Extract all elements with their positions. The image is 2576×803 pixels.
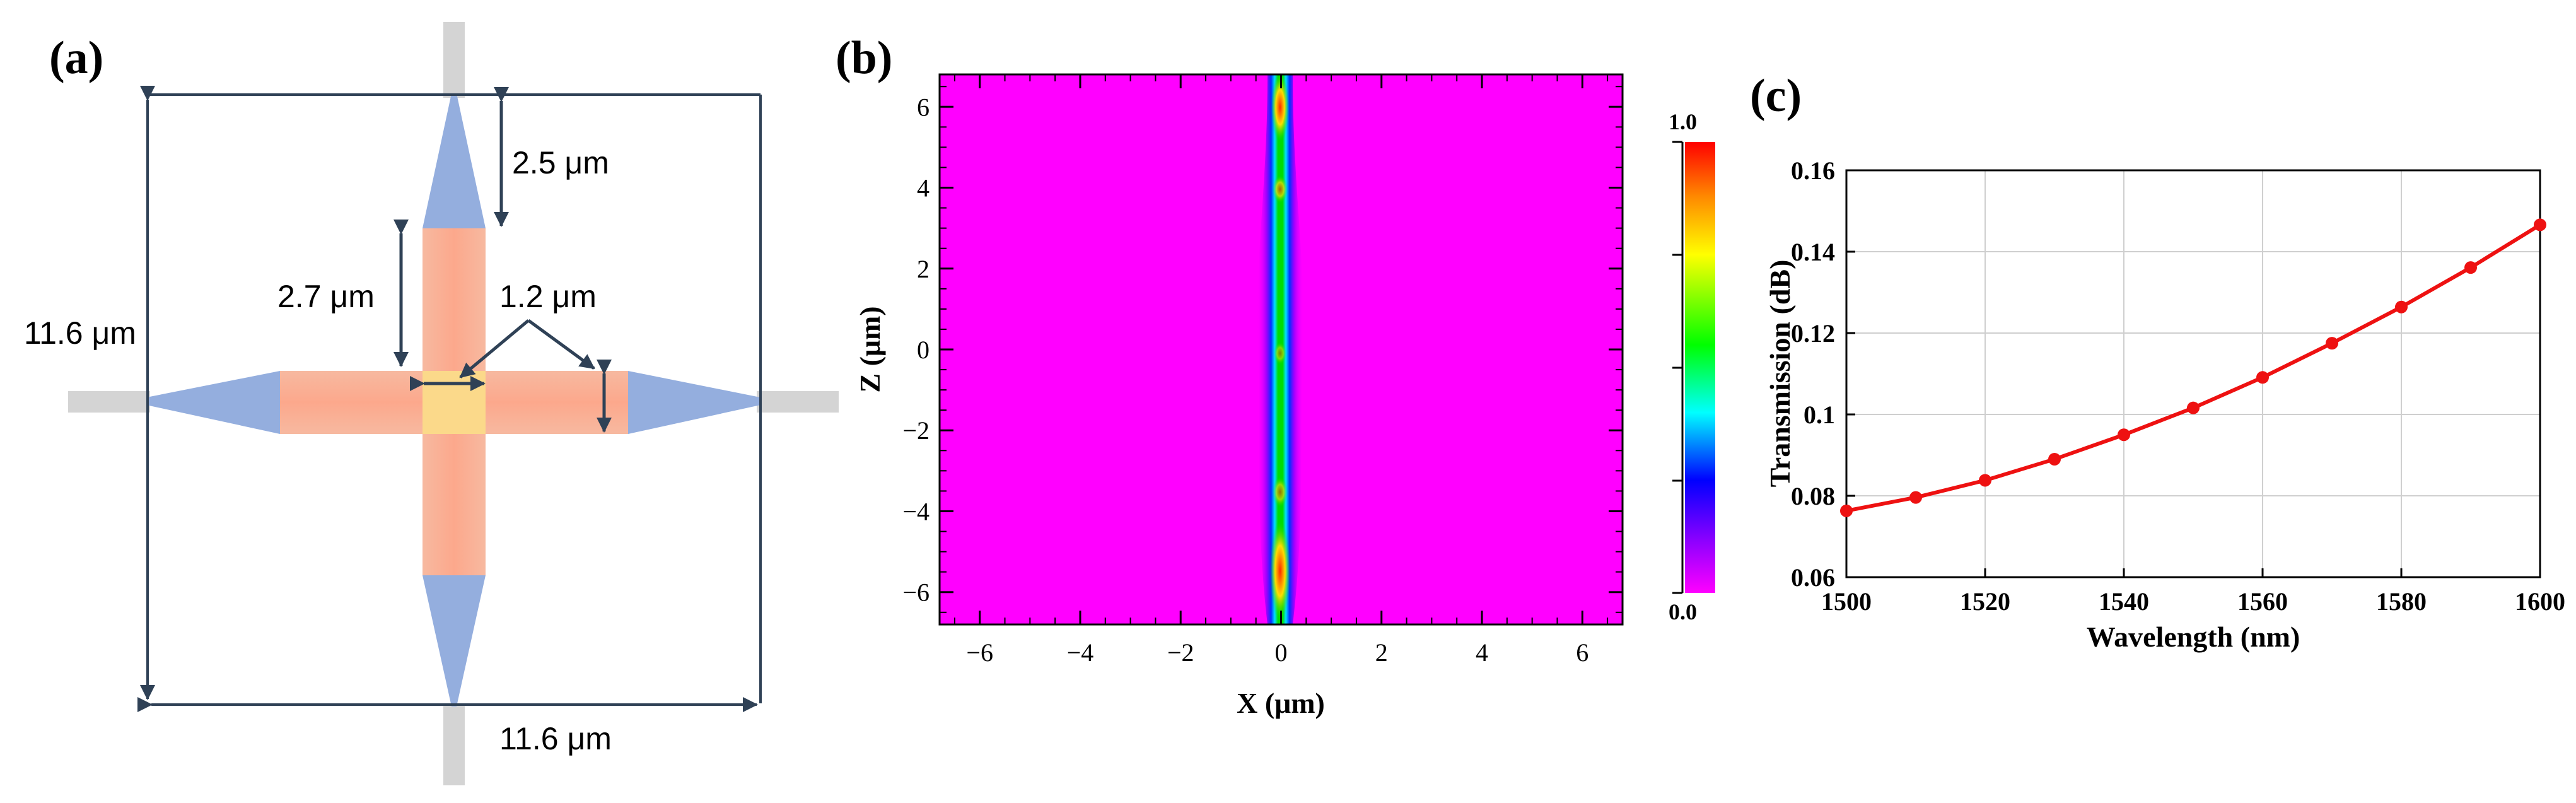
access-waveguide-left (68, 391, 150, 413)
y-tick-label: −6 (902, 578, 930, 607)
x-tick-label: −2 (1167, 638, 1194, 667)
data-point (1909, 491, 1922, 504)
x-tick-label: 2 (1375, 638, 1388, 667)
data-point (2048, 452, 2061, 466)
taper-top (423, 93, 486, 228)
x-axis-label: X (μm) (1237, 687, 1325, 719)
x-tick-label: −4 (1067, 638, 1094, 667)
access-waveguide-bottom (443, 703, 465, 785)
x-tick-label: 6 (1576, 638, 1588, 667)
x-tick-label: 1560 (2237, 587, 2288, 616)
y-tick-label: 0 (917, 336, 930, 364)
hotspot-mid-lower (1273, 477, 1288, 507)
outer-width-label: 11.6 μm (499, 721, 612, 756)
x-ticks: −6 −4 −2 0 2 4 6 (953, 74, 1609, 667)
data-point (1979, 474, 1991, 487)
series (1840, 218, 2546, 517)
panel-b-label: (b) (836, 32, 893, 84)
hotspot-mid (1274, 342, 1286, 365)
leader-line-left (459, 319, 530, 378)
taper-length-label: 2.5 μm (512, 145, 609, 180)
data-point (2256, 371, 2269, 384)
y-axis-label: Transmission (dB) (1764, 260, 1796, 488)
data-point (2534, 218, 2546, 232)
panel-a-label: (a) (49, 32, 104, 84)
data-point (1840, 504, 1853, 517)
hotspot-bottom (1270, 520, 1290, 621)
data-point (2326, 337, 2338, 350)
y-tick-label: 0.08 (1791, 482, 1835, 510)
y-tick-label: 6 (917, 93, 930, 121)
data-point (2395, 300, 2408, 314)
access-waveguide-right (757, 391, 839, 413)
x-tick-label: 0 (1275, 638, 1288, 667)
axis-ticks: 1500 1520 1540 1560 1580 1600 0.06 0.08 0.1 0.12 0… (1791, 156, 2565, 616)
data-point (2464, 261, 2477, 274)
y-tick-label: 0.12 (1791, 319, 1835, 348)
grid (1846, 170, 2541, 578)
leader-line-right (527, 319, 595, 370)
y-tick-label: 0.06 (1791, 563, 1835, 592)
y-tick-label: 0.16 (1791, 156, 1835, 185)
waveguide-width-label: 1.2 μm (499, 279, 597, 314)
y-tick-label: −2 (902, 416, 930, 445)
arm-length-label: 2.7 μm (277, 279, 375, 314)
x-tick-label: 4 (1476, 638, 1488, 667)
y-tick-label: 4 (917, 174, 930, 202)
data-point (2118, 428, 2130, 442)
y-tick-label: 2 (917, 255, 930, 283)
x-tick-label: −6 (966, 638, 993, 667)
y-tick-label: 0.14 (1791, 238, 1835, 266)
y-tick-label: −4 (902, 497, 930, 525)
taper-bottom (423, 575, 486, 706)
access-waveguide-top (443, 22, 465, 98)
x-tick-label: 1600 (2515, 587, 2565, 616)
colorbar-max-label: 1.0 (1669, 109, 1697, 134)
x-tick-label: 1580 (2376, 587, 2427, 616)
y-tick-label: 0.1 (1804, 401, 1835, 429)
y-axis-label: Z (μm) (854, 306, 886, 392)
crossing-schematic: 11.6 μm 11.6 μm 2.5 μm 2.7 μm 1.2 μm (24, 22, 839, 785)
colorbar-min-label: 0.0 (1669, 599, 1697, 624)
line-plot-frame (1845, 169, 2541, 578)
x-tick-label: 1520 (1960, 587, 2010, 616)
taper-left (146, 371, 280, 434)
outer-height-label: 11.6 μm (24, 315, 136, 351)
x-tick-label: 1500 (1821, 587, 1872, 616)
taper-right (628, 371, 761, 434)
hotspot-mid-upper (1273, 175, 1288, 203)
colorbar (1685, 142, 1715, 593)
beam (1257, 74, 1304, 624)
series-line (1846, 223, 2541, 513)
x-axis-label: Wavelength (nm) (2087, 621, 2300, 653)
x-tick-label: 1540 (2099, 587, 2149, 616)
hotspot-top (1271, 74, 1289, 142)
y-ticks: 6 4 2 0 −2 −4 −6 (902, 86, 1623, 613)
panel-c-label: (c) (1750, 70, 1802, 122)
data-point (2187, 401, 2200, 414)
